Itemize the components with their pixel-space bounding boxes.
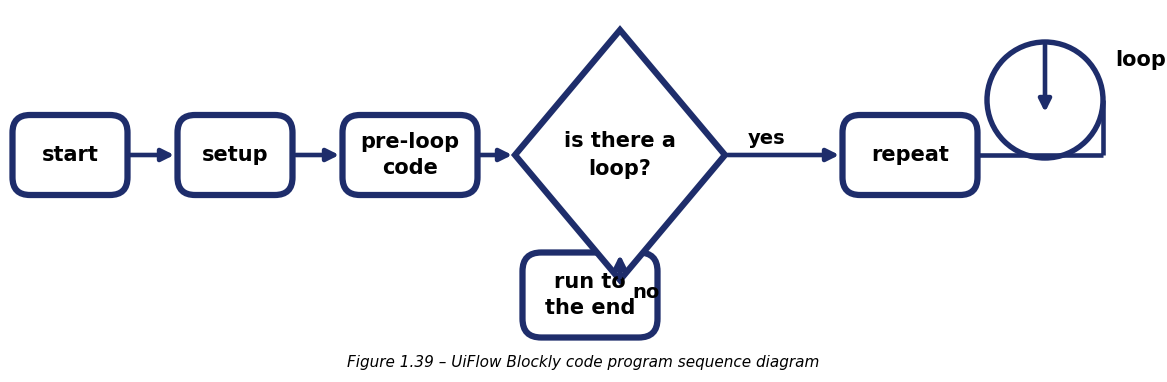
FancyBboxPatch shape (342, 115, 477, 195)
Text: repeat: repeat (871, 145, 949, 165)
FancyBboxPatch shape (523, 253, 657, 338)
Circle shape (987, 42, 1103, 158)
FancyBboxPatch shape (843, 115, 978, 195)
Text: pre-loop
code: pre-loop code (361, 132, 460, 178)
Text: start: start (42, 145, 98, 165)
Text: Figure 1.39 – UiFlow Blockly code program sequence diagram: Figure 1.39 – UiFlow Blockly code progra… (348, 355, 819, 370)
FancyBboxPatch shape (177, 115, 293, 195)
Text: loop: loop (1114, 50, 1166, 70)
Text: setup: setup (202, 145, 268, 165)
Polygon shape (515, 30, 725, 280)
Text: no: no (633, 283, 659, 301)
Text: yes: yes (748, 128, 785, 147)
Text: run to
the end: run to the end (545, 272, 635, 318)
FancyBboxPatch shape (13, 115, 127, 195)
Text: is there a
loop?: is there a loop? (564, 131, 676, 179)
